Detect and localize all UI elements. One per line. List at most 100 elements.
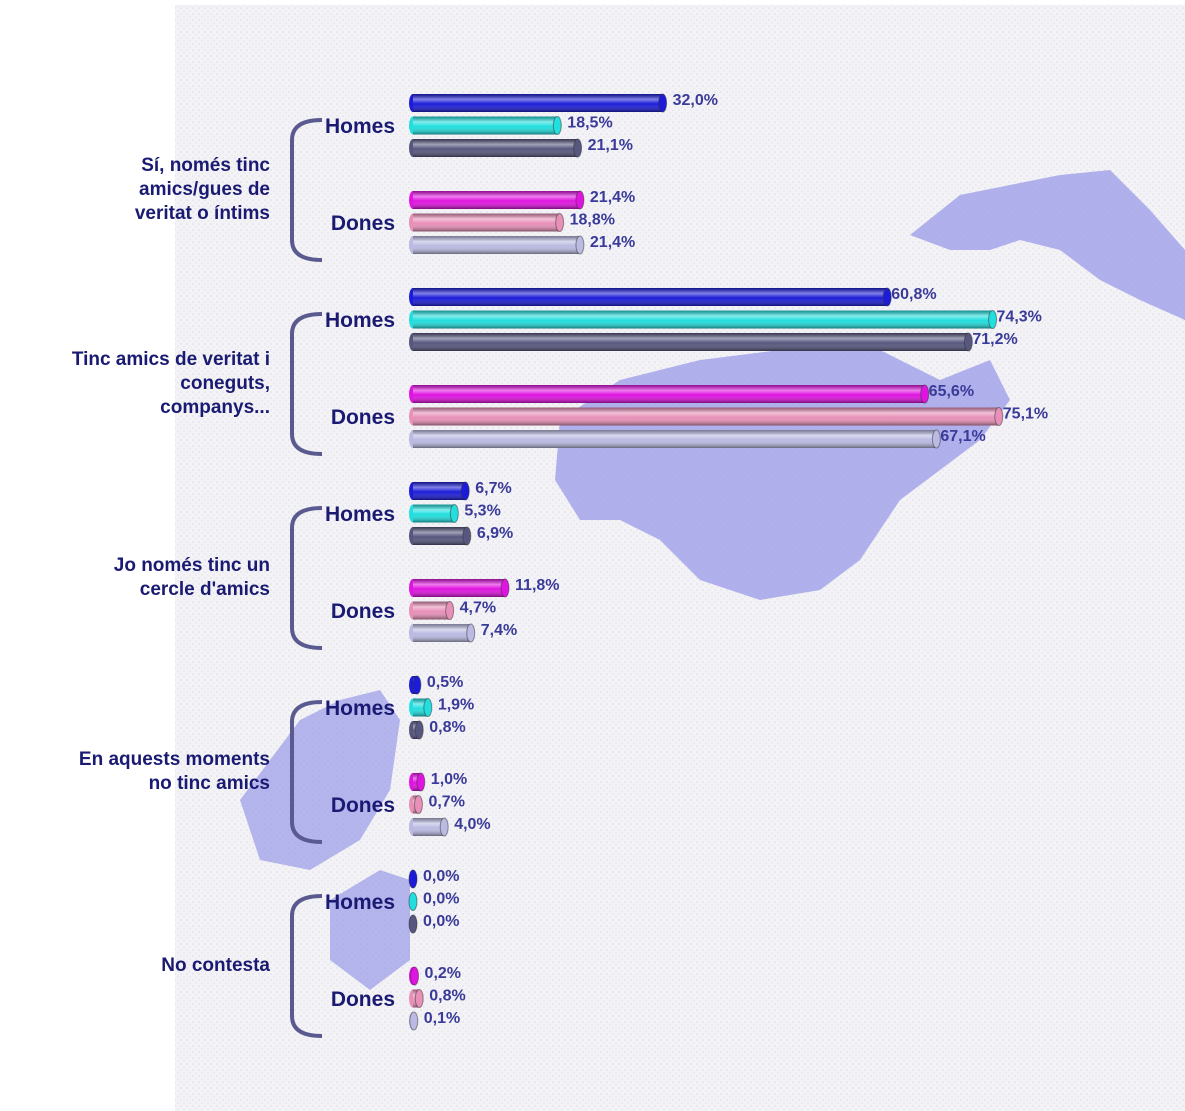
bar-shade bbox=[413, 139, 578, 157]
bar-cap bbox=[931, 429, 941, 449]
value-label: 6,7% bbox=[475, 480, 511, 497]
bar bbox=[409, 429, 941, 449]
subgroup-label: Dones bbox=[331, 212, 395, 235]
value-label: 18,8% bbox=[570, 212, 615, 229]
category-label: Tinc amics de veritat i bbox=[72, 349, 270, 370]
subgroup-label: Dones bbox=[331, 600, 395, 623]
bar-shade bbox=[413, 482, 466, 500]
value-label: 74,3% bbox=[997, 309, 1042, 326]
value-label: 11,8% bbox=[515, 577, 559, 594]
subgroup-label: Homes bbox=[325, 697, 395, 720]
subgroup-label: Dones bbox=[331, 406, 395, 429]
category-label: Jo només tinc un bbox=[114, 555, 270, 576]
bar bbox=[409, 310, 998, 329]
value-label: 21,1% bbox=[588, 137, 633, 154]
bar bbox=[409, 1011, 419, 1031]
value-label: 4,7% bbox=[460, 600, 496, 617]
bar-shade bbox=[413, 310, 993, 329]
value-label: 0,8% bbox=[429, 719, 465, 736]
value-label: 75,1% bbox=[1003, 406, 1048, 423]
value-label: 18,5% bbox=[567, 115, 612, 132]
value-label: 5,3% bbox=[464, 503, 500, 520]
bar-cap bbox=[439, 817, 449, 837]
bar-cap bbox=[460, 481, 470, 501]
bar-cap bbox=[920, 384, 930, 404]
bar-cap bbox=[994, 407, 1004, 426]
value-label: 67,1% bbox=[940, 428, 985, 445]
value-label: 21,4% bbox=[590, 189, 635, 206]
bar-shade bbox=[413, 116, 558, 135]
value-label: 32,0% bbox=[673, 92, 718, 109]
bar bbox=[409, 817, 449, 837]
bar bbox=[409, 504, 459, 523]
bar bbox=[408, 892, 418, 911]
bar bbox=[408, 869, 418, 889]
bar-shade bbox=[413, 527, 467, 545]
bar-cap bbox=[445, 601, 455, 620]
category-label: no tinc amics bbox=[149, 773, 270, 794]
subgroup-label: Dones bbox=[331, 794, 395, 817]
bar-cap bbox=[408, 914, 418, 934]
bar-shade bbox=[413, 236, 580, 254]
bar-cap bbox=[575, 190, 585, 210]
bar bbox=[409, 795, 423, 814]
category-label: En aquests moments bbox=[79, 749, 270, 770]
subgroup-label: Homes bbox=[325, 309, 395, 332]
value-label: 0,7% bbox=[428, 794, 464, 811]
bar-shade bbox=[413, 601, 450, 620]
bar-shade bbox=[413, 385, 925, 403]
bar-shade bbox=[413, 407, 999, 426]
subgroup-label: Homes bbox=[325, 503, 395, 526]
bar-shade bbox=[413, 333, 969, 351]
value-label: 0,5% bbox=[427, 674, 463, 691]
bar bbox=[409, 623, 476, 643]
bar bbox=[409, 213, 565, 232]
bar bbox=[409, 407, 1004, 426]
bar bbox=[409, 675, 422, 695]
bar-shade bbox=[413, 430, 937, 448]
bar bbox=[409, 93, 668, 113]
value-label: 71,2% bbox=[972, 331, 1017, 348]
category-label: amics/gues de bbox=[139, 179, 270, 200]
bracket bbox=[290, 506, 323, 650]
bar bbox=[409, 116, 562, 135]
subgroup-label: Dones bbox=[331, 988, 395, 1011]
bar-shade bbox=[413, 94, 663, 112]
value-label: 4,0% bbox=[454, 816, 490, 833]
bar-cap bbox=[412, 675, 422, 695]
bar bbox=[409, 989, 424, 1008]
bar-cap bbox=[552, 116, 562, 135]
bar-cap bbox=[416, 772, 426, 792]
category-label: veritat o íntims bbox=[135, 203, 270, 224]
bar-cap bbox=[410, 966, 420, 986]
category-label: cercle d'amics bbox=[140, 579, 270, 600]
bar bbox=[409, 138, 583, 158]
value-label: 0,0% bbox=[423, 913, 459, 930]
bar bbox=[409, 698, 433, 717]
category-label: coneguts, bbox=[180, 373, 270, 394]
bar-cap bbox=[555, 213, 565, 232]
bar bbox=[409, 287, 892, 307]
bar bbox=[409, 601, 455, 620]
category-label: Sí, només tinc bbox=[141, 155, 270, 176]
value-label: 0,8% bbox=[429, 988, 465, 1005]
bracket bbox=[290, 312, 323, 456]
bracket bbox=[290, 700, 323, 844]
bar-shade bbox=[413, 579, 506, 597]
bar-cap bbox=[575, 235, 585, 255]
bar-cap bbox=[500, 578, 510, 598]
background bbox=[175, 5, 1185, 1111]
bar bbox=[409, 384, 930, 404]
bar-cap bbox=[414, 989, 424, 1008]
bar-cap bbox=[462, 526, 472, 546]
bar bbox=[409, 235, 585, 255]
value-label: 1,0% bbox=[431, 771, 467, 788]
bar-cap bbox=[573, 138, 583, 158]
value-label: 7,4% bbox=[481, 622, 517, 639]
bar-shade bbox=[413, 288, 888, 306]
bar-cap bbox=[408, 869, 418, 889]
bar bbox=[409, 578, 510, 598]
value-label: 60,8% bbox=[891, 286, 936, 303]
bar bbox=[409, 526, 472, 546]
